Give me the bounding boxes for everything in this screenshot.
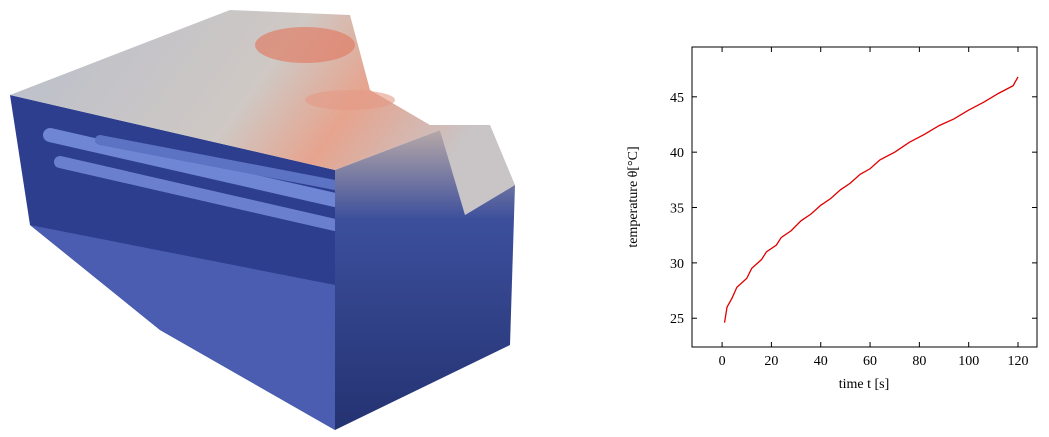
x-tick-label: 0 (719, 354, 726, 369)
y-tick-label: 40 (670, 146, 684, 161)
y-tick-label: 35 (670, 202, 684, 217)
y-tick-label: 30 (670, 257, 684, 272)
hot-spot (305, 90, 395, 110)
x-tick-label: 80 (912, 354, 926, 369)
plot-area: 0 20 40 60 80 100 120 25 30 35 40 45 (670, 47, 1037, 369)
data-line (725, 77, 1018, 323)
simulation-render (10, 10, 515, 430)
x-tick-label: 60 (863, 354, 877, 369)
x-tick-label: 100 (958, 354, 979, 369)
plot-frame (692, 47, 1037, 347)
x-axis-label: time t [s] (839, 377, 890, 392)
y-tick-label: 45 (670, 91, 684, 106)
hot-spot (255, 27, 355, 63)
x-tick-label: 40 (814, 354, 828, 369)
y-axis-label: temperature θ[°C] (626, 146, 641, 247)
y-tick-label: 25 (670, 312, 684, 327)
figure: temperature θ[°C] time t [s] 0 20 40 60 80 10… (0, 0, 1049, 432)
x-tick-label: 120 (1008, 354, 1029, 369)
x-tick-label: 20 (764, 354, 778, 369)
